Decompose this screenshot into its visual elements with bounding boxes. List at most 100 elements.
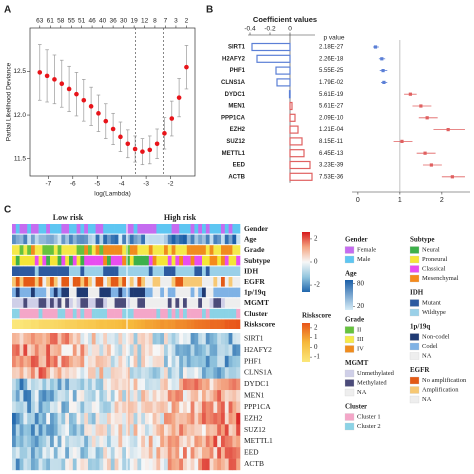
heatmap-texture [126, 308, 131, 319]
heatmap-texture [137, 277, 142, 287]
heatmap-texture [15, 308, 20, 319]
legend-swatch [409, 308, 420, 317]
heatmap-texture [175, 355, 180, 368]
p-value: 5.61E-19 [319, 92, 344, 98]
heatmap-texture [198, 287, 203, 298]
heatmap-texture [84, 319, 89, 329]
heatmap-texture [118, 424, 123, 436]
heatmap-texture [232, 319, 237, 329]
heatmap-texture [76, 224, 81, 234]
heatmap-texture [137, 424, 142, 436]
heatmap-texture [110, 255, 115, 266]
heatmap-texture [198, 355, 203, 368]
category-label: SUZ12 [226, 139, 245, 145]
heatmap-texture [103, 298, 108, 308]
heatmap-texture [190, 333, 195, 345]
heatmap-texture [167, 277, 172, 287]
heatmap-texture [57, 266, 62, 276]
heatmap-texture [224, 266, 229, 276]
heatmap-texture [57, 390, 62, 402]
heatmap-texture [103, 266, 108, 276]
heatmap-texture [110, 424, 115, 436]
heatmap-texture [57, 447, 62, 459]
heatmap-texture [186, 333, 191, 345]
heatmap-texture [141, 277, 146, 287]
heatmap-texture [156, 333, 161, 345]
heatmap-texture [99, 277, 104, 287]
heatmap-texture [69, 344, 74, 357]
heatmap-texture [224, 277, 229, 287]
heatmap-texture [171, 424, 176, 436]
heatmap-texture [65, 224, 70, 234]
heatmap-texture [160, 234, 165, 245]
point [147, 147, 153, 153]
heatmap-texture [202, 287, 207, 298]
heatmap-texture [80, 401, 85, 414]
heatmap-texture [122, 378, 127, 391]
heatmap-texture [190, 378, 195, 391]
heatmap-texture [61, 412, 66, 425]
heatmap-texture [183, 333, 188, 345]
heatmap-texture [95, 344, 100, 357]
heatmap-texture [228, 378, 233, 391]
row-label: 1p/19q [244, 288, 267, 297]
heatmap-texture [148, 412, 153, 425]
heatmap-texture [34, 245, 39, 255]
heatmap-texture [42, 245, 47, 255]
heatmap-texture [12, 319, 17, 329]
heatmap-texture [69, 390, 74, 402]
heatmap-texture [156, 277, 161, 287]
heatmap-texture [80, 344, 85, 357]
heatmap-texture [27, 234, 32, 245]
heatmap-texture [80, 277, 85, 287]
heatmap-texture [23, 447, 28, 459]
heatmap-texture [160, 224, 165, 234]
heatmap-texture [198, 447, 203, 459]
heatmap-texture [217, 355, 222, 368]
panel-label: A [4, 5, 11, 16]
heatmap-texture [148, 224, 153, 234]
heatmap-texture [50, 401, 55, 414]
heatmap-texture [31, 255, 36, 266]
p-value: 1.79E-02 [319, 80, 344, 86]
heatmap-texture [205, 401, 210, 414]
heatmap-texture [217, 424, 222, 436]
heatmap-texture [202, 435, 207, 448]
heatmap-texture [61, 298, 66, 308]
heatmap-texture [46, 401, 51, 414]
heatmap-texture [198, 378, 203, 391]
heatmap-texture [186, 266, 191, 276]
x-tick-label: 0 [356, 197, 360, 204]
heatmap-texture [72, 319, 77, 329]
heatmap-texture [205, 447, 210, 459]
heatmap-texture [88, 390, 93, 402]
heatmap-texture [69, 435, 74, 448]
heatmap-texture [34, 401, 39, 414]
point [169, 116, 175, 121]
heatmap-texture [122, 234, 127, 245]
legend-title: MGMT [345, 359, 369, 367]
heatmap-texture [50, 333, 55, 345]
heatmap-texture [167, 401, 172, 414]
heatmap-texture [126, 367, 131, 379]
heatmap-texture [126, 412, 131, 425]
heatmap-texture [145, 378, 150, 391]
heatmap-texture [232, 367, 237, 379]
heatmap-texture [38, 390, 43, 402]
heatmap-texture [205, 367, 210, 379]
heatmap-texture [171, 412, 176, 425]
heatmap-texture [91, 255, 96, 266]
heatmap-texture [23, 412, 28, 425]
heatmap-texture [42, 255, 47, 266]
heatmap-texture [129, 245, 134, 255]
heatmap-texture [183, 308, 188, 319]
heatmap-texture [190, 266, 195, 276]
heatmap-texture [114, 266, 119, 276]
heatmap-texture [99, 401, 104, 414]
heatmap-texture [110, 287, 115, 298]
heatmap-texture [38, 412, 43, 425]
heatmap-texture [122, 333, 127, 345]
heatmap-texture [205, 355, 210, 368]
heatmap-texture [103, 224, 108, 234]
heatmap-texture [202, 412, 207, 425]
